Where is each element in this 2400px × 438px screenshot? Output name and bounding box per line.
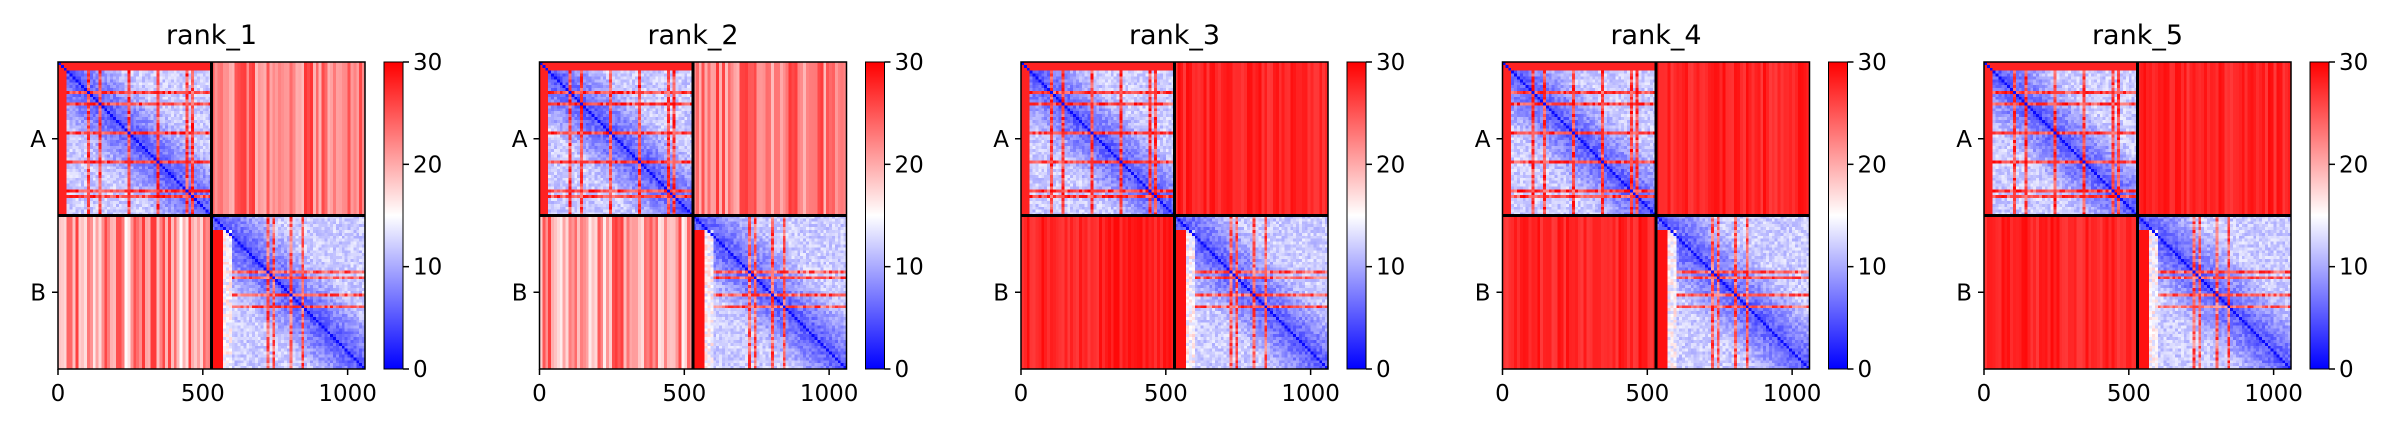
colorbar [1346, 61, 1367, 370]
panel-title: rank_3 [1129, 20, 1220, 51]
colorbar-tick-label: 20 [895, 152, 924, 178]
chain-label: A [30, 127, 46, 153]
colorbar-tick-label: 0 [2339, 357, 2354, 383]
axes-frame [1501, 61, 1811, 370]
panel-rank_2: rank_2 A B 0 500 1000 0 10 20 30 [512, 20, 924, 407]
colorbar-tick-label: 10 [1858, 255, 1887, 281]
axes-frame [1983, 61, 2292, 370]
chain-label: B [1475, 280, 1491, 306]
colorbar-tick-label: 30 [413, 50, 442, 76]
panel-title: rank_2 [647, 20, 738, 51]
panel-rank_5: rank_5 A B 0 500 1000 0 10 20 30 [1956, 20, 2368, 407]
x-tick-label: 0 [51, 381, 66, 407]
panel-title: rank_4 [1610, 20, 1701, 51]
panel-title: rank_1 [166, 20, 257, 51]
chain-label: B [1956, 280, 1972, 306]
x-tick-label: 0 [1977, 381, 1992, 407]
colorbar-tick-label: 10 [895, 255, 924, 281]
x-tick-label: 0 [1014, 381, 1029, 407]
panel-rank_1: rank_1 A B 0 500 1000 0 10 20 30 [30, 20, 442, 407]
x-tick-label: 0 [1495, 381, 1510, 407]
x-tick-label: 500 [1625, 381, 1669, 407]
colorbar-tick-label: 0 [413, 357, 428, 383]
colorbar [2309, 61, 2330, 370]
axes-frame [1020, 61, 1329, 370]
chain-label: B [30, 280, 46, 306]
chain-label: B [993, 280, 1009, 306]
chain-label: A [1475, 127, 1491, 153]
x-tick-label: 500 [181, 381, 225, 407]
chain-label: B [512, 280, 528, 306]
panel-rank_4: rank_4 A B 0 500 1000 0 10 20 30 [1475, 20, 1887, 407]
colorbar [865, 61, 885, 370]
colorbar-tick-label: 30 [895, 50, 924, 76]
panel-title: rank_5 [2092, 20, 2183, 51]
axes-frame [538, 61, 848, 370]
colorbar-tick-label: 20 [1376, 152, 1405, 178]
colorbar-tick-label: 20 [2339, 152, 2368, 178]
colorbar-tick-label: 10 [2339, 255, 2368, 281]
chain-label: A [993, 127, 1009, 153]
x-tick-label: 1000 [2244, 381, 2303, 407]
axes-frame [57, 61, 366, 370]
colorbar [1828, 61, 1848, 370]
chain-label: A [1956, 127, 1972, 153]
colorbar-tick-label: 30 [2339, 50, 2368, 76]
colorbar-tick-label: 30 [1376, 50, 1405, 76]
x-tick-label: 500 [662, 381, 706, 407]
x-tick-label: 0 [532, 381, 547, 407]
colorbar-tick-label: 20 [1858, 152, 1887, 178]
x-tick-label: 1000 [1763, 381, 1822, 407]
x-tick-label: 1000 [1281, 381, 1340, 407]
colorbar-tick-label: 0 [895, 357, 910, 383]
x-tick-label: 500 [2107, 381, 2151, 407]
panel-rank_3: rank_3 A B 0 500 1000 0 10 20 30 [993, 20, 1405, 407]
chain-label: A [512, 127, 528, 153]
colorbar-tick-label: 0 [1858, 357, 1873, 383]
colorbar [383, 61, 404, 370]
colorbar-tick-label: 10 [1376, 255, 1405, 281]
colorbar-tick-label: 10 [413, 255, 442, 281]
x-tick-label: 500 [1144, 381, 1188, 407]
x-tick-label: 1000 [800, 381, 859, 407]
x-tick-label: 1000 [318, 381, 377, 407]
colorbar-tick-label: 30 [1858, 50, 1887, 76]
colorbar-tick-label: 20 [413, 152, 442, 178]
colorbar-tick-label: 0 [1376, 357, 1391, 383]
